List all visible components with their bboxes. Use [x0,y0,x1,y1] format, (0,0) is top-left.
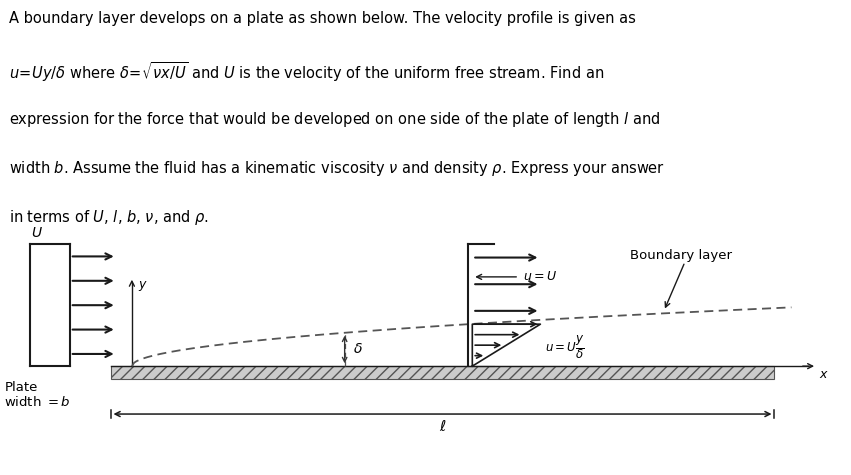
Text: $u\!=\!Uy/\delta$ where $\delta\!=\!\sqrt{\nu x/U}$ and $U$ is the velocity of t: $u\!=\!Uy/\delta$ where $\delta\!=\!\sqr… [9,61,603,85]
Text: $U$: $U$ [31,226,43,240]
Text: $u = U\dfrac{y}{\delta}$: $u = U\dfrac{y}{\delta}$ [545,334,585,361]
Text: in terms of $U$, $l$, $b$, $\nu$, and $\rho$.: in terms of $U$, $l$, $b$, $\nu$, and $\… [9,208,208,227]
Text: Plate: Plate [4,381,37,394]
Text: expression for the force that would be developed on one side of the plate of len: expression for the force that would be d… [9,110,660,129]
Bar [111,366,774,379]
Text: $u = U$: $u = U$ [523,270,557,284]
Text: $\delta$: $\delta$ [353,342,363,356]
Text: Boundary layer: Boundary layer [630,248,732,262]
Text: width $b$. Assume the fluid has a kinematic viscosity $\nu$ and density $\rho$. : width $b$. Assume the fluid has a kinema… [9,159,665,178]
Text: $\ell$: $\ell$ [439,419,446,434]
Text: A boundary layer develops on a plate as shown below. The velocity profile is giv: A boundary layer develops on a plate as … [9,11,636,27]
Text: $x$: $x$ [819,368,829,381]
Text: width $= b$: width $= b$ [4,395,71,409]
Text: $y$: $y$ [138,279,148,293]
